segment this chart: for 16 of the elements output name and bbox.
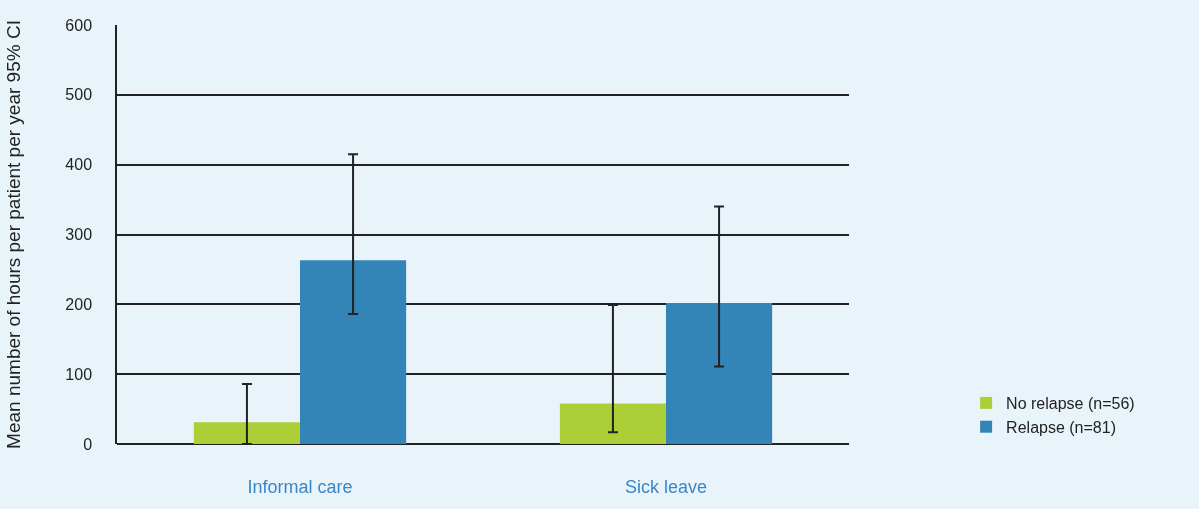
bar <box>300 260 407 444</box>
y-tick-label: 200 <box>65 295 93 313</box>
y-tick-label: 400 <box>65 156 93 174</box>
bar <box>559 403 666 444</box>
y-axis-title: Mean number of hours per patient per year 95% CI <box>2 20 24 449</box>
y-tick-label: 600 <box>65 16 93 34</box>
y-tick-label: 300 <box>65 226 93 244</box>
legend-label: No relapse (n=56) <box>1006 395 1135 413</box>
y-tick-label: 500 <box>65 86 93 104</box>
bar <box>666 302 773 444</box>
y-tick-label: 100 <box>65 365 93 383</box>
bar <box>193 422 300 444</box>
x-tick-label: Sick leave <box>624 477 708 497</box>
x-tick-label: Informal care <box>247 477 353 497</box>
y-tick-label: 0 <box>83 435 93 453</box>
legend-label: Relapse (n=81) <box>1006 418 1116 436</box>
